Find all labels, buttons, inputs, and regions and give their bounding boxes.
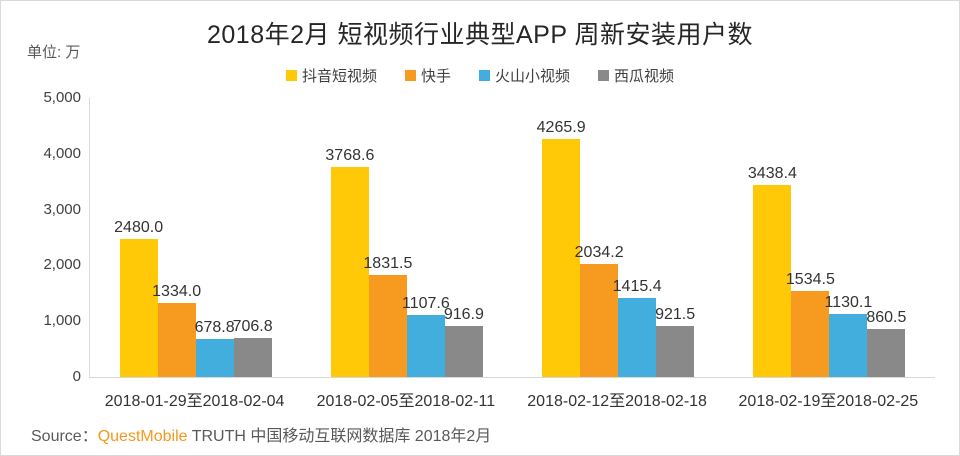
legend-swatch-icon xyxy=(404,70,416,81)
legend-swatch-icon xyxy=(598,70,610,81)
source-brand: QuestMobile xyxy=(97,428,188,445)
bar-火山小视频: 678.8 xyxy=(195,319,235,377)
bar-火山小视频: 1107.6 xyxy=(402,295,450,377)
x-tick-label: 2018-02-05至2018-02-11 xyxy=(316,393,496,410)
legend: 抖音短视频 快手 火山小视频 西瓜视频 xyxy=(1,65,959,86)
bar-value-label: 3438.4 xyxy=(747,165,797,183)
bar-抖音短视频: 2480.0 xyxy=(114,219,163,377)
source-line: Source：QuestMobile TRUTH 中国移动互联网数据库 2018… xyxy=(31,422,491,446)
y-tick-label: 0 xyxy=(72,368,81,385)
y-tick-label: 1,000 xyxy=(43,312,81,330)
plot-area: 2480.0 1334.0 678.8 706.8 3768.6 1831.5 1107.6… xyxy=(89,98,935,378)
bar-value-label: 2480.0 xyxy=(114,218,164,236)
legend-item-1: 快手 xyxy=(404,65,451,86)
bar-快手: 1334.0 xyxy=(152,283,201,377)
legend-label: 抖音短视频 xyxy=(301,68,377,85)
bar-group-1: 3768.6 1831.5 1107.6 916.9 xyxy=(301,98,512,377)
legend-label: 快手 xyxy=(420,68,451,85)
legend-label: 西瓜视频 xyxy=(614,68,675,85)
legend-item-0: 抖音短视频 xyxy=(285,65,377,86)
bar-西瓜视频: 860.5 xyxy=(866,309,906,377)
source-prefix: Source： xyxy=(31,428,98,445)
bar-group-2: 4265.9 2034.2 1415.4 921.5 xyxy=(513,98,724,377)
bar-value-label: 678.8 xyxy=(194,319,235,337)
bar-value-label: 1415.4 xyxy=(612,278,662,295)
y-tick-label: 5,000 xyxy=(43,89,81,106)
bar-value-label: 4265.9 xyxy=(536,119,586,136)
bar-西瓜视频: 706.8 xyxy=(233,318,273,377)
bar-快手: 1831.5 xyxy=(363,255,412,377)
y-tick-label: 3,000 xyxy=(43,200,81,218)
bar-value-label: 1831.5 xyxy=(363,254,413,272)
bar-value-label: 921.5 xyxy=(655,305,696,323)
bar-value-label: 3768.6 xyxy=(325,146,375,164)
legend-label: 火山小视频 xyxy=(495,68,571,85)
bar-value-label: 1334.0 xyxy=(152,282,202,300)
x-tick-label: 2018-01-29至2018-02-04 xyxy=(104,393,285,410)
bar-火山小视频: 1130.1 xyxy=(825,294,872,377)
bar-group-3: 3438.4 1534.5 1130.1 860.5 xyxy=(724,98,935,377)
y-tick-label: 2,000 xyxy=(43,256,81,274)
bar-火山小视频: 1415.4 xyxy=(613,278,662,377)
bar-value-label: 2034.2 xyxy=(574,243,624,261)
bar-快手: 1534.5 xyxy=(786,271,835,377)
chart-title: 2018年2月 短视频行业典型APP 周新安装用户数 xyxy=(207,21,753,49)
unit-label: 单位: 万 xyxy=(27,44,81,61)
bar-group-0: 2480.0 1334.0 678.8 706.8 xyxy=(90,98,301,377)
bar-value-label: 916.9 xyxy=(443,305,484,323)
bar-value-label: 860.5 xyxy=(866,309,907,326)
y-tick-label: 4,000 xyxy=(43,144,81,162)
bar-抖音短视频: 3438.4 xyxy=(748,165,797,377)
bar-value-label: 1130.1 xyxy=(824,293,873,311)
bar-value-label: 1107.6 xyxy=(402,295,450,313)
bar-value-label: 706.8 xyxy=(232,317,273,335)
source-rest: TRUTH 中国移动互联网数据库 2018年2月 xyxy=(187,428,492,445)
bar-抖音短视频: 3768.6 xyxy=(325,147,374,377)
bar-西瓜视频: 921.5 xyxy=(655,306,695,377)
bar-value-label: 1534.5 xyxy=(785,271,835,289)
bar-抖音短视频: 4265.9 xyxy=(537,119,586,377)
x-tick-label: 2018-02-19至2018-02-25 xyxy=(738,393,919,410)
bar-西瓜视频: 916.9 xyxy=(444,306,484,377)
legend-swatch-icon xyxy=(285,70,297,81)
bar-快手: 2034.2 xyxy=(575,244,624,377)
legend-item-2: 火山小视频 xyxy=(479,65,570,86)
x-axis-labels: 2018-01-29至2018-02-04 2018-02-05至2018-02-… xyxy=(89,387,934,411)
y-axis-labels: 0 1,000 2,000 3,000 4,000 5,000 xyxy=(1,1,81,455)
legend-item-3: 西瓜视频 xyxy=(598,65,674,86)
x-tick-label: 2018-02-12至2018-02-18 xyxy=(527,393,707,410)
legend-swatch-icon xyxy=(479,70,490,81)
